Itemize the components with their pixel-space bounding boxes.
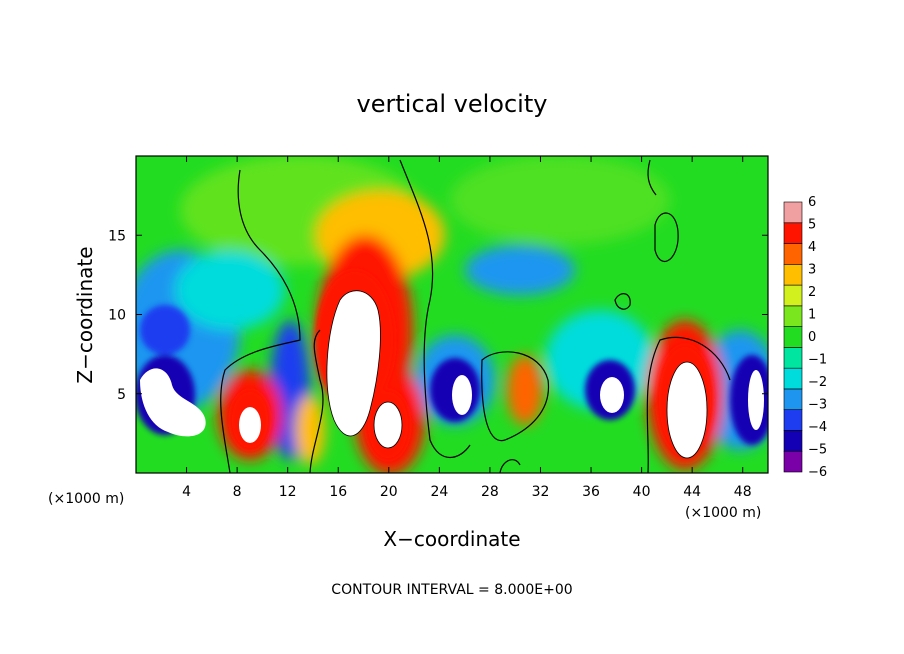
chart-title: vertical velocity	[357, 90, 548, 118]
x-ticks: 4 8 12 16 20 24 28 32 36 40 44 48	[182, 156, 752, 500]
y-ticks: 5 10 15	[108, 228, 768, 403]
colorbar-swatch	[783, 430, 803, 452]
x-unit-right: (×1000 m)	[685, 505, 761, 521]
colorbar-tick-label: 1	[808, 308, 816, 323]
colorbar-tick-label: −3	[808, 398, 827, 413]
updraft-core-white	[326, 290, 381, 437]
y-tick-label: 10	[108, 308, 126, 324]
updraft-core-white	[373, 401, 403, 449]
colorbar-swatch	[783, 347, 803, 369]
x-unit-left: (×1000 m)	[48, 491, 124, 507]
x-tick-label: 4	[182, 484, 191, 500]
downdraft-wash	[175, 250, 285, 330]
x-tick-label: 8	[233, 484, 242, 500]
zero-contour	[654, 212, 679, 263]
x-tick-label: 12	[279, 484, 297, 500]
x-tick-label: 36	[582, 484, 600, 500]
colorbar-swatch	[783, 243, 803, 265]
colorbar-tick-label: 4	[808, 240, 816, 255]
colorbar-tick-label: 5	[808, 218, 816, 233]
colorbar-tick-label: 6	[808, 195, 816, 210]
colorbar-swatch	[783, 388, 803, 410]
colorbar-swatch	[783, 284, 803, 307]
colorbar-swatch	[783, 201, 803, 224]
colorbar-swatch	[783, 305, 803, 327]
colorbar-tick-label: −5	[808, 443, 827, 458]
colorbar-swatch	[783, 367, 803, 390]
zero-contour	[646, 336, 731, 473]
x-tick-label: 44	[683, 484, 701, 500]
downdraft-core-white	[600, 377, 624, 413]
downdraft-wash	[465, 245, 575, 295]
colorbar-tick-label: −6	[808, 465, 827, 480]
colorbar-tick-label: −4	[808, 420, 827, 435]
zero-contour	[399, 159, 471, 458]
zero-contour	[309, 329, 324, 473]
colorbar-swatch	[783, 222, 803, 244]
colorbar-tick-label: −2	[808, 375, 827, 390]
upper-anomaly	[450, 156, 670, 245]
zero-contour	[499, 459, 521, 473]
x-tick-label: 40	[633, 484, 651, 500]
updraft-core-white	[666, 361, 708, 459]
colorbar: 6 5 4 3 2 1 0 −1 −2 −3 −4 −5 −6	[783, 195, 827, 480]
updraft-plume	[295, 395, 325, 465]
colorbar-tick-label: −1	[808, 353, 827, 368]
heatmap-field	[136, 156, 768, 473]
colorbar-tick-label: 3	[808, 263, 816, 278]
y-tick-label: 5	[117, 387, 126, 403]
zero-contour	[481, 351, 550, 442]
x-tick-label: 32	[532, 484, 550, 500]
x-tick-label: 28	[481, 484, 499, 500]
contour-lines	[220, 159, 731, 473]
updraft-core-white	[239, 407, 261, 443]
x-tick-label: 20	[380, 484, 398, 500]
downdraft-core-white	[140, 368, 206, 437]
x-axis-label: X−coordinate	[383, 527, 520, 551]
colorbar-tick-label: 0	[808, 330, 816, 345]
zero-contour	[220, 169, 301, 473]
y-axis-label: Z−coordinate	[73, 246, 97, 383]
zero-contour	[647, 159, 657, 196]
colorbar-swatch	[783, 326, 803, 348]
colorbar-tick-label: 2	[808, 285, 816, 300]
downdraft-core	[140, 305, 190, 355]
x-tick-label: 48	[734, 484, 752, 500]
downdraft-core-white	[748, 370, 764, 430]
saturated-cores	[140, 290, 764, 459]
contour-interval-note: CONTOUR INTERVAL = 8.000E+00	[331, 582, 572, 598]
updraft-plume	[507, 355, 543, 425]
zero-contour	[614, 293, 631, 310]
x-tick-label: 24	[430, 484, 448, 500]
colorbar-swatch	[783, 409, 803, 431]
colorbar-swatch	[783, 264, 803, 286]
colorbar-swatch	[783, 450, 803, 473]
x-tick-label: 16	[329, 484, 347, 500]
downdraft-core-white	[452, 375, 472, 415]
y-tick-label: 15	[108, 228, 126, 244]
